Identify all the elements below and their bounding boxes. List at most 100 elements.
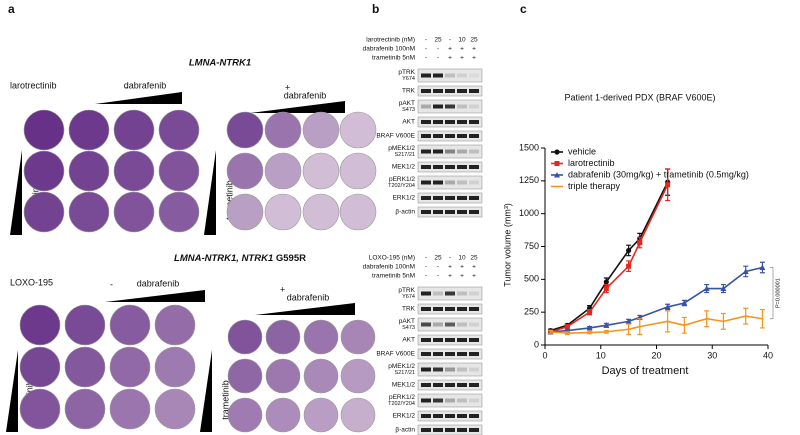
condition-label: LOXO-195 (nM) bbox=[369, 255, 415, 262]
band-site: S217/21 bbox=[395, 152, 416, 158]
condition-label: trametinib 5nM bbox=[372, 55, 415, 62]
culture-well bbox=[303, 319, 339, 355]
legend-label: vehicle bbox=[568, 146, 596, 156]
lane-label: - bbox=[425, 255, 427, 262]
blot-band bbox=[421, 134, 431, 138]
x-tick-label: 0 bbox=[542, 350, 547, 360]
block-title: LMNA-NTRK1, NTRK1 G595R bbox=[174, 253, 306, 264]
culture-well bbox=[302, 193, 340, 231]
band-label: pTRK bbox=[398, 69, 415, 76]
blot-band bbox=[469, 322, 479, 327]
blot-band bbox=[421, 414, 431, 418]
column-drug-label: dabrafenib bbox=[124, 80, 167, 90]
blot-band bbox=[469, 134, 479, 138]
blot-band bbox=[457, 104, 467, 109]
blot-band bbox=[457, 73, 467, 78]
legend-label: triple therapy bbox=[568, 181, 621, 191]
blot-band bbox=[457, 291, 467, 296]
lane-label: - bbox=[425, 264, 427, 271]
series-line bbox=[550, 184, 669, 333]
band-label: pAKT bbox=[399, 318, 415, 325]
data-point bbox=[666, 320, 669, 323]
culture-well bbox=[23, 191, 65, 233]
band-site: Y674 bbox=[402, 76, 415, 82]
culture-well bbox=[64, 346, 106, 388]
blot-band bbox=[445, 352, 455, 356]
blot-band bbox=[421, 73, 431, 78]
band-label: AKT bbox=[402, 119, 415, 126]
blot-band bbox=[433, 149, 443, 154]
blot-band bbox=[421, 149, 431, 154]
blot-band bbox=[469, 180, 479, 185]
lane-label: - bbox=[449, 255, 451, 262]
lane-label: + bbox=[448, 264, 452, 271]
blot-band bbox=[421, 291, 431, 296]
data-point bbox=[603, 286, 609, 292]
blot-strip bbox=[417, 362, 483, 377]
data-point bbox=[664, 303, 671, 310]
data-point bbox=[720, 285, 727, 292]
condition-label: larotrectinib (nM) bbox=[366, 37, 415, 44]
lane-label: - bbox=[437, 46, 439, 53]
blot-band bbox=[445, 383, 455, 387]
drug-label: LOXO-195 bbox=[10, 277, 53, 287]
blot-band bbox=[457, 352, 467, 356]
data-point bbox=[626, 263, 632, 269]
lane-label: + bbox=[460, 55, 464, 62]
blot-band bbox=[445, 89, 455, 93]
y-axis-label: Tumor volume (mm³) bbox=[502, 203, 512, 287]
blot-band bbox=[445, 322, 455, 327]
column-drug-label: dabrafenib bbox=[284, 90, 327, 100]
data-point bbox=[625, 318, 632, 324]
data-point bbox=[554, 172, 560, 178]
blot-band bbox=[457, 322, 467, 327]
data-point bbox=[722, 320, 725, 323]
blot-band bbox=[433, 89, 443, 93]
data-point bbox=[603, 322, 610, 328]
lane-label: + bbox=[472, 264, 476, 271]
title-italic: LMNA-NTRK1, NTRK1 bbox=[174, 253, 273, 264]
band-label: pERK1/2 bbox=[389, 394, 415, 401]
lane-label: 25 bbox=[470, 255, 478, 262]
untreated-label: - bbox=[110, 279, 113, 289]
blot-band bbox=[469, 89, 479, 93]
culture-well bbox=[23, 109, 65, 151]
data-point bbox=[586, 324, 593, 331]
blot-band bbox=[457, 367, 467, 372]
blot-band bbox=[433, 73, 443, 78]
lane-label: - bbox=[425, 37, 427, 44]
x-tick-label: 30 bbox=[707, 350, 717, 360]
blot-band bbox=[469, 165, 479, 169]
blot-band bbox=[457, 165, 467, 169]
blot-band bbox=[445, 398, 455, 403]
series-line bbox=[550, 266, 763, 333]
x-tick-label: 10 bbox=[596, 350, 606, 360]
blot-band bbox=[469, 414, 479, 418]
y-tick-label: 1000 bbox=[519, 208, 539, 218]
row-drug-label: trametinib bbox=[220, 380, 230, 420]
band-label: BRAF V600E bbox=[376, 133, 415, 140]
culture-well bbox=[109, 388, 151, 430]
data-point bbox=[549, 330, 552, 333]
blot-band bbox=[445, 428, 455, 432]
culture-well bbox=[303, 358, 339, 394]
gradient-wedge bbox=[200, 350, 212, 432]
blot-band bbox=[433, 291, 443, 296]
blot-band bbox=[433, 428, 443, 432]
blot-band bbox=[445, 414, 455, 418]
y-tick-label: 250 bbox=[524, 307, 539, 317]
blot-band bbox=[421, 398, 431, 403]
lane-label: + bbox=[472, 55, 476, 62]
blot-band bbox=[469, 120, 479, 124]
treated-label: + bbox=[285, 82, 290, 92]
blot-band bbox=[457, 149, 467, 154]
blot-band bbox=[469, 398, 479, 403]
blot-band bbox=[445, 104, 455, 109]
blot-strip bbox=[417, 175, 483, 190]
blot-band bbox=[433, 104, 443, 109]
condition-label: dabrafenib 100nM bbox=[363, 46, 415, 53]
blot-band bbox=[457, 120, 467, 124]
blot-band bbox=[469, 367, 479, 372]
lane-label: + bbox=[460, 273, 464, 280]
blot-band bbox=[433, 120, 443, 124]
